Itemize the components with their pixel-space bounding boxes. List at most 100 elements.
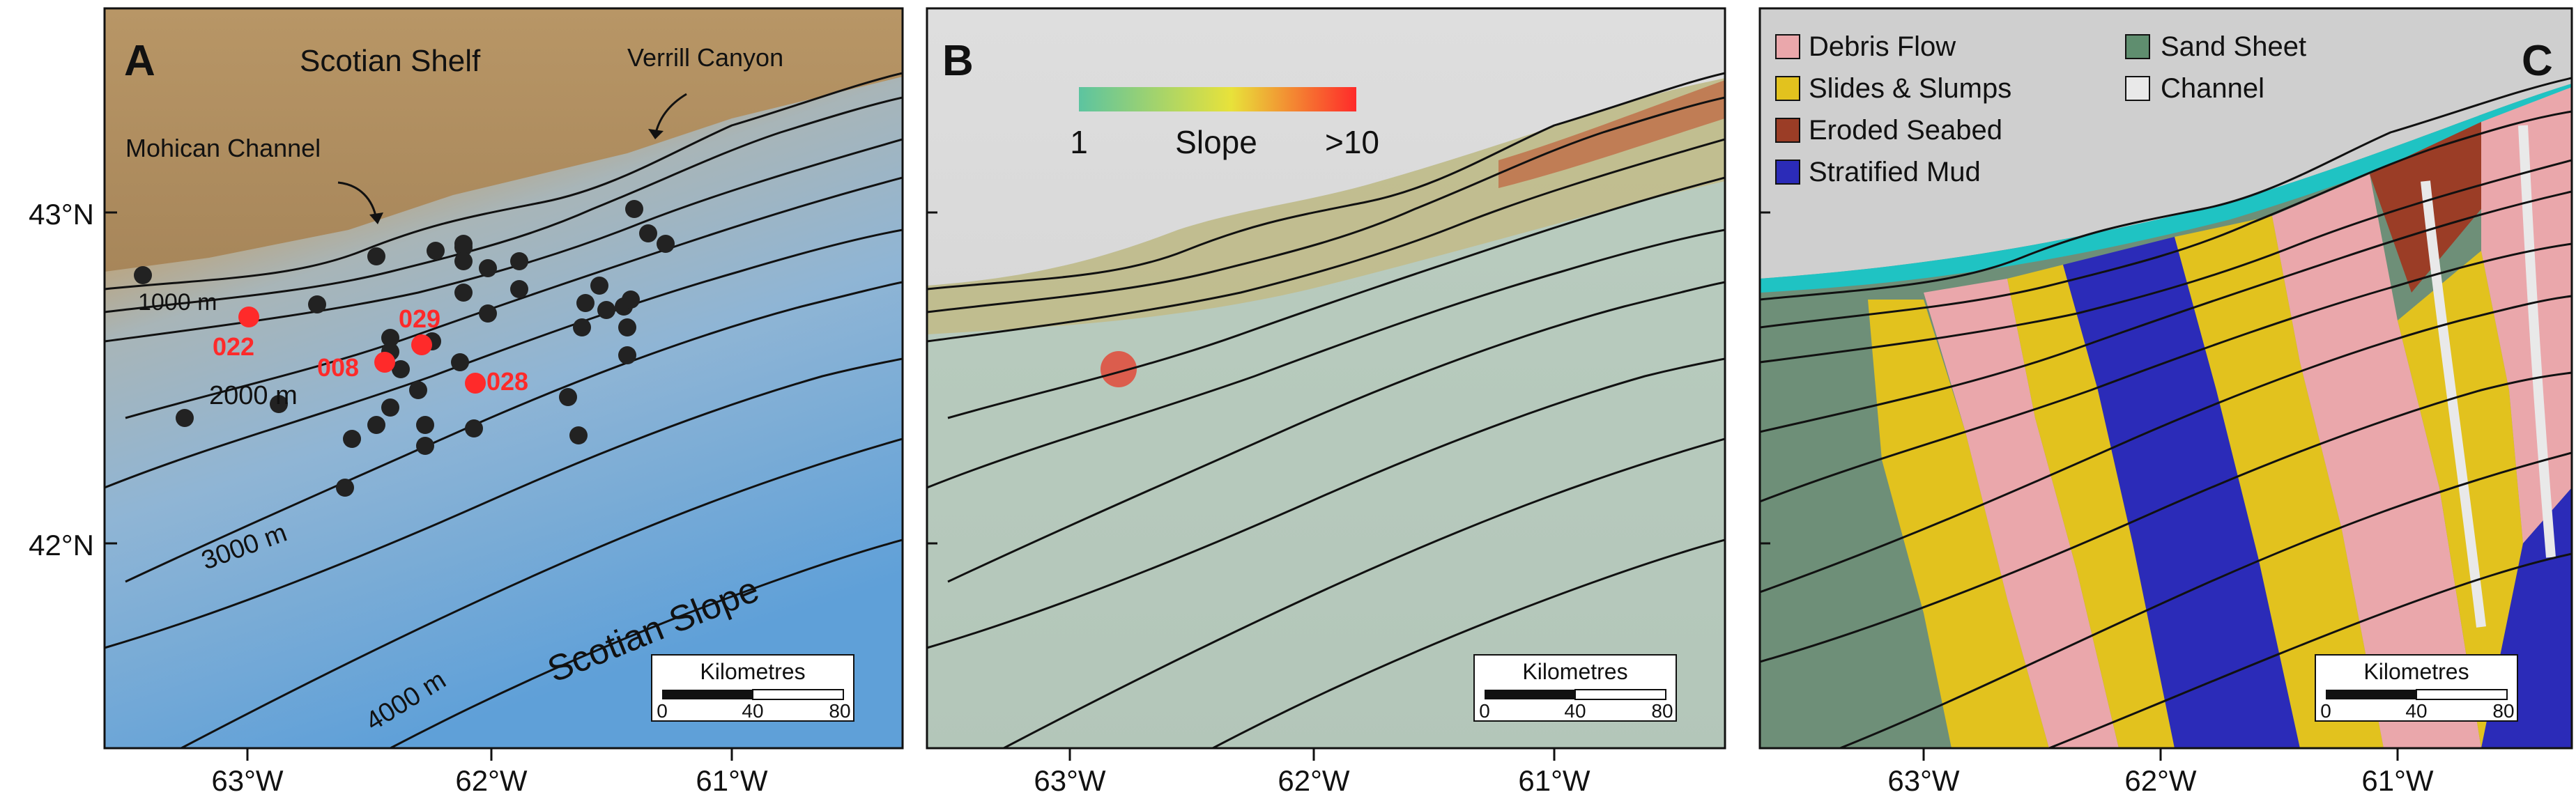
sample-point-marker (454, 235, 473, 253)
contour-label-2000: 2000 m (209, 381, 298, 410)
panel-c-shelf-edge (1760, 84, 2572, 293)
panel-c-unit-slides-central (2175, 216, 2384, 748)
sample-point-marker (479, 259, 497, 277)
slope-scale-max: >10 (1325, 124, 1379, 160)
sample-point-marker (479, 304, 497, 323)
highlighted-site-marker-029 (411, 334, 432, 355)
panel-c-shelf-area (1760, 8, 2572, 279)
panel-b-steep-band (1498, 80, 1725, 188)
legend-label-channel: Channel (2161, 73, 2264, 104)
legend-label-stratified-mud: Stratified Mud (1809, 157, 1981, 187)
panel-c-x-ticks (1922, 748, 2399, 761)
sample-point-marker (416, 437, 434, 455)
sample-point-marker (343, 430, 361, 448)
panel-b-upper-slope-band (927, 78, 1725, 334)
sample-point-marker (510, 252, 528, 270)
panel-c-channel-2 (2518, 125, 2556, 558)
sample-point-marker (559, 388, 577, 406)
mohican-channel-label: Mohican Channel (125, 134, 321, 162)
sample-point-marker (625, 200, 643, 218)
scale-tick-0: 0 (1479, 700, 1490, 722)
sample-point-marker (308, 295, 326, 313)
legend-swatch-channel (2125, 76, 2150, 101)
panel-b-contours (927, 72, 1725, 748)
panel-b-x-tick-63w: 63°W (1034, 764, 1106, 797)
mohican-arrow-head (369, 212, 383, 224)
panel-c-unit-debris-central (2272, 174, 2481, 748)
slope-scale-title: Slope (1175, 124, 1257, 160)
scotian-shelf-label: Scotian Shelf (300, 44, 481, 78)
scale-tick-80: 80 (2492, 700, 2514, 722)
legend-label-debris-flow: Debris Flow (1809, 31, 1956, 62)
legend-label-eroded-seabed: Eroded Seabed (1809, 115, 2002, 146)
panel-c-unit-slides-mid-west (2007, 265, 2175, 748)
sample-point-marker (176, 409, 194, 427)
legend-swatch-stratified-mud (1775, 160, 1800, 185)
panel-b-seamount-high-slope (1101, 351, 1137, 387)
sample-point-marker (134, 266, 152, 284)
scale-tick-40: 40 (742, 700, 763, 722)
sample-point-marker (590, 277, 608, 295)
panel-c-y-ticks (1760, 211, 1770, 545)
legend-swatch-slides-slumps (1775, 76, 1800, 101)
panel-c-x-tick-63w: 63°W (1887, 764, 1960, 797)
scale-tick-40: 40 (2405, 700, 2427, 722)
sample-point-marker (618, 346, 636, 364)
panel-b-x-tick-61w: 61°W (1518, 764, 1590, 797)
panel-c-unit-slides-west (1868, 300, 2049, 748)
panel-b-letter: B (942, 37, 974, 85)
legend-label-slides-slumps: Slides & Slumps (1809, 73, 2011, 104)
sample-point-marker (573, 318, 591, 336)
scale-tick-80: 80 (829, 700, 850, 722)
panel-c-x-tick-62w: 62°W (2124, 764, 2197, 797)
contour-label-1000: 1000 m (138, 289, 217, 316)
sample-point-marker (465, 419, 483, 437)
panel-a-x-ticks (246, 748, 733, 761)
sample-point-marker (381, 329, 399, 347)
mohican-channel-arrow (337, 181, 378, 220)
site-label-008: 008 (317, 353, 359, 382)
scale-tick-40: 40 (1564, 700, 1586, 722)
panel-a-highlighted-sites (238, 307, 486, 394)
sample-point-marker (454, 284, 473, 302)
sample-point-marker (392, 360, 410, 378)
scale-bar-title: Kilometres (1522, 659, 1627, 684)
panel-c-contours (1760, 77, 2572, 748)
geology-legend: Debris Flow Sand Sheet Slides & Slumps C… (1775, 31, 2306, 187)
highlighted-site-marker-008 (374, 352, 395, 373)
panel-b-frame (926, 7, 1726, 750)
panel-c-unit-slides-east (2398, 251, 2523, 748)
legend-swatch-sand-sheet (2125, 34, 2150, 59)
sample-point-marker (597, 301, 615, 319)
panel-a-sample-points (134, 200, 675, 497)
scale-tick-0: 0 (657, 700, 668, 722)
sample-point-marker (381, 398, 399, 417)
site-label-028: 028 (486, 367, 528, 396)
panel-a-contours (105, 72, 903, 748)
sample-point-marker (576, 294, 595, 312)
legend-swatch-eroded-seabed (1775, 118, 1800, 143)
panel-c-scale-bar: Kilometres 0 40 80 (2315, 654, 2518, 722)
panel-c-unit-debris-east (2481, 87, 2572, 543)
scale-bar-title: Kilometres (2363, 659, 2469, 684)
legend-label-sand-sheet: Sand Sheet (2161, 31, 2306, 62)
panel-b-x-tick-62w: 62°W (1278, 764, 1350, 797)
sample-point-marker (618, 318, 636, 336)
verrill-arrow-head (648, 129, 664, 139)
scale-tick-0: 0 (2320, 700, 2331, 722)
slope-color-scale: 1 Slope >10 (1070, 87, 1379, 160)
panel-c-x-tick-61w: 61°W (2361, 764, 2434, 797)
panel-b-x-ticks (1068, 748, 1556, 761)
scale-tick-80: 80 (1651, 700, 1673, 722)
slope-scale-min: 1 (1070, 124, 1088, 160)
sample-point-marker (657, 235, 675, 253)
sample-point-marker (451, 353, 469, 371)
y-tick-42n: 42°N (29, 529, 94, 561)
highlighted-site-marker-028 (465, 373, 486, 394)
panel-c-unit-debris-west (1924, 279, 2119, 748)
sample-point-marker (569, 426, 588, 444)
panel-c-letter: C (2522, 37, 2553, 85)
panel-b-scale-bar: Kilometres 0 40 80 (1473, 654, 1677, 722)
panel-c-channel-1 (2421, 180, 2486, 628)
